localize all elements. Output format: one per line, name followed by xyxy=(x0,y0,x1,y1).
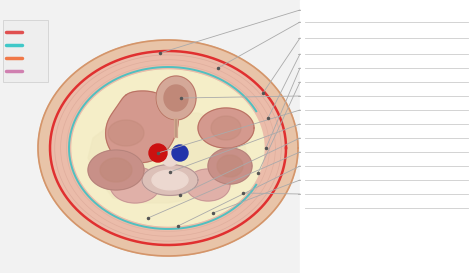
Polygon shape xyxy=(142,165,198,195)
Circle shape xyxy=(149,144,167,162)
Polygon shape xyxy=(88,150,144,190)
Polygon shape xyxy=(88,113,248,203)
Polygon shape xyxy=(108,120,144,146)
Polygon shape xyxy=(162,150,178,166)
Polygon shape xyxy=(156,76,196,120)
Polygon shape xyxy=(211,116,241,140)
Polygon shape xyxy=(198,108,254,148)
Polygon shape xyxy=(110,167,160,203)
Polygon shape xyxy=(208,148,252,184)
Polygon shape xyxy=(164,85,188,111)
Polygon shape xyxy=(152,170,188,190)
Bar xyxy=(300,0,474,273)
FancyBboxPatch shape xyxy=(3,20,48,82)
Polygon shape xyxy=(100,158,132,182)
Polygon shape xyxy=(186,169,230,201)
Polygon shape xyxy=(50,51,286,245)
Circle shape xyxy=(172,145,188,161)
Polygon shape xyxy=(217,155,243,177)
Polygon shape xyxy=(38,40,298,256)
Polygon shape xyxy=(72,70,264,226)
Polygon shape xyxy=(106,91,178,163)
